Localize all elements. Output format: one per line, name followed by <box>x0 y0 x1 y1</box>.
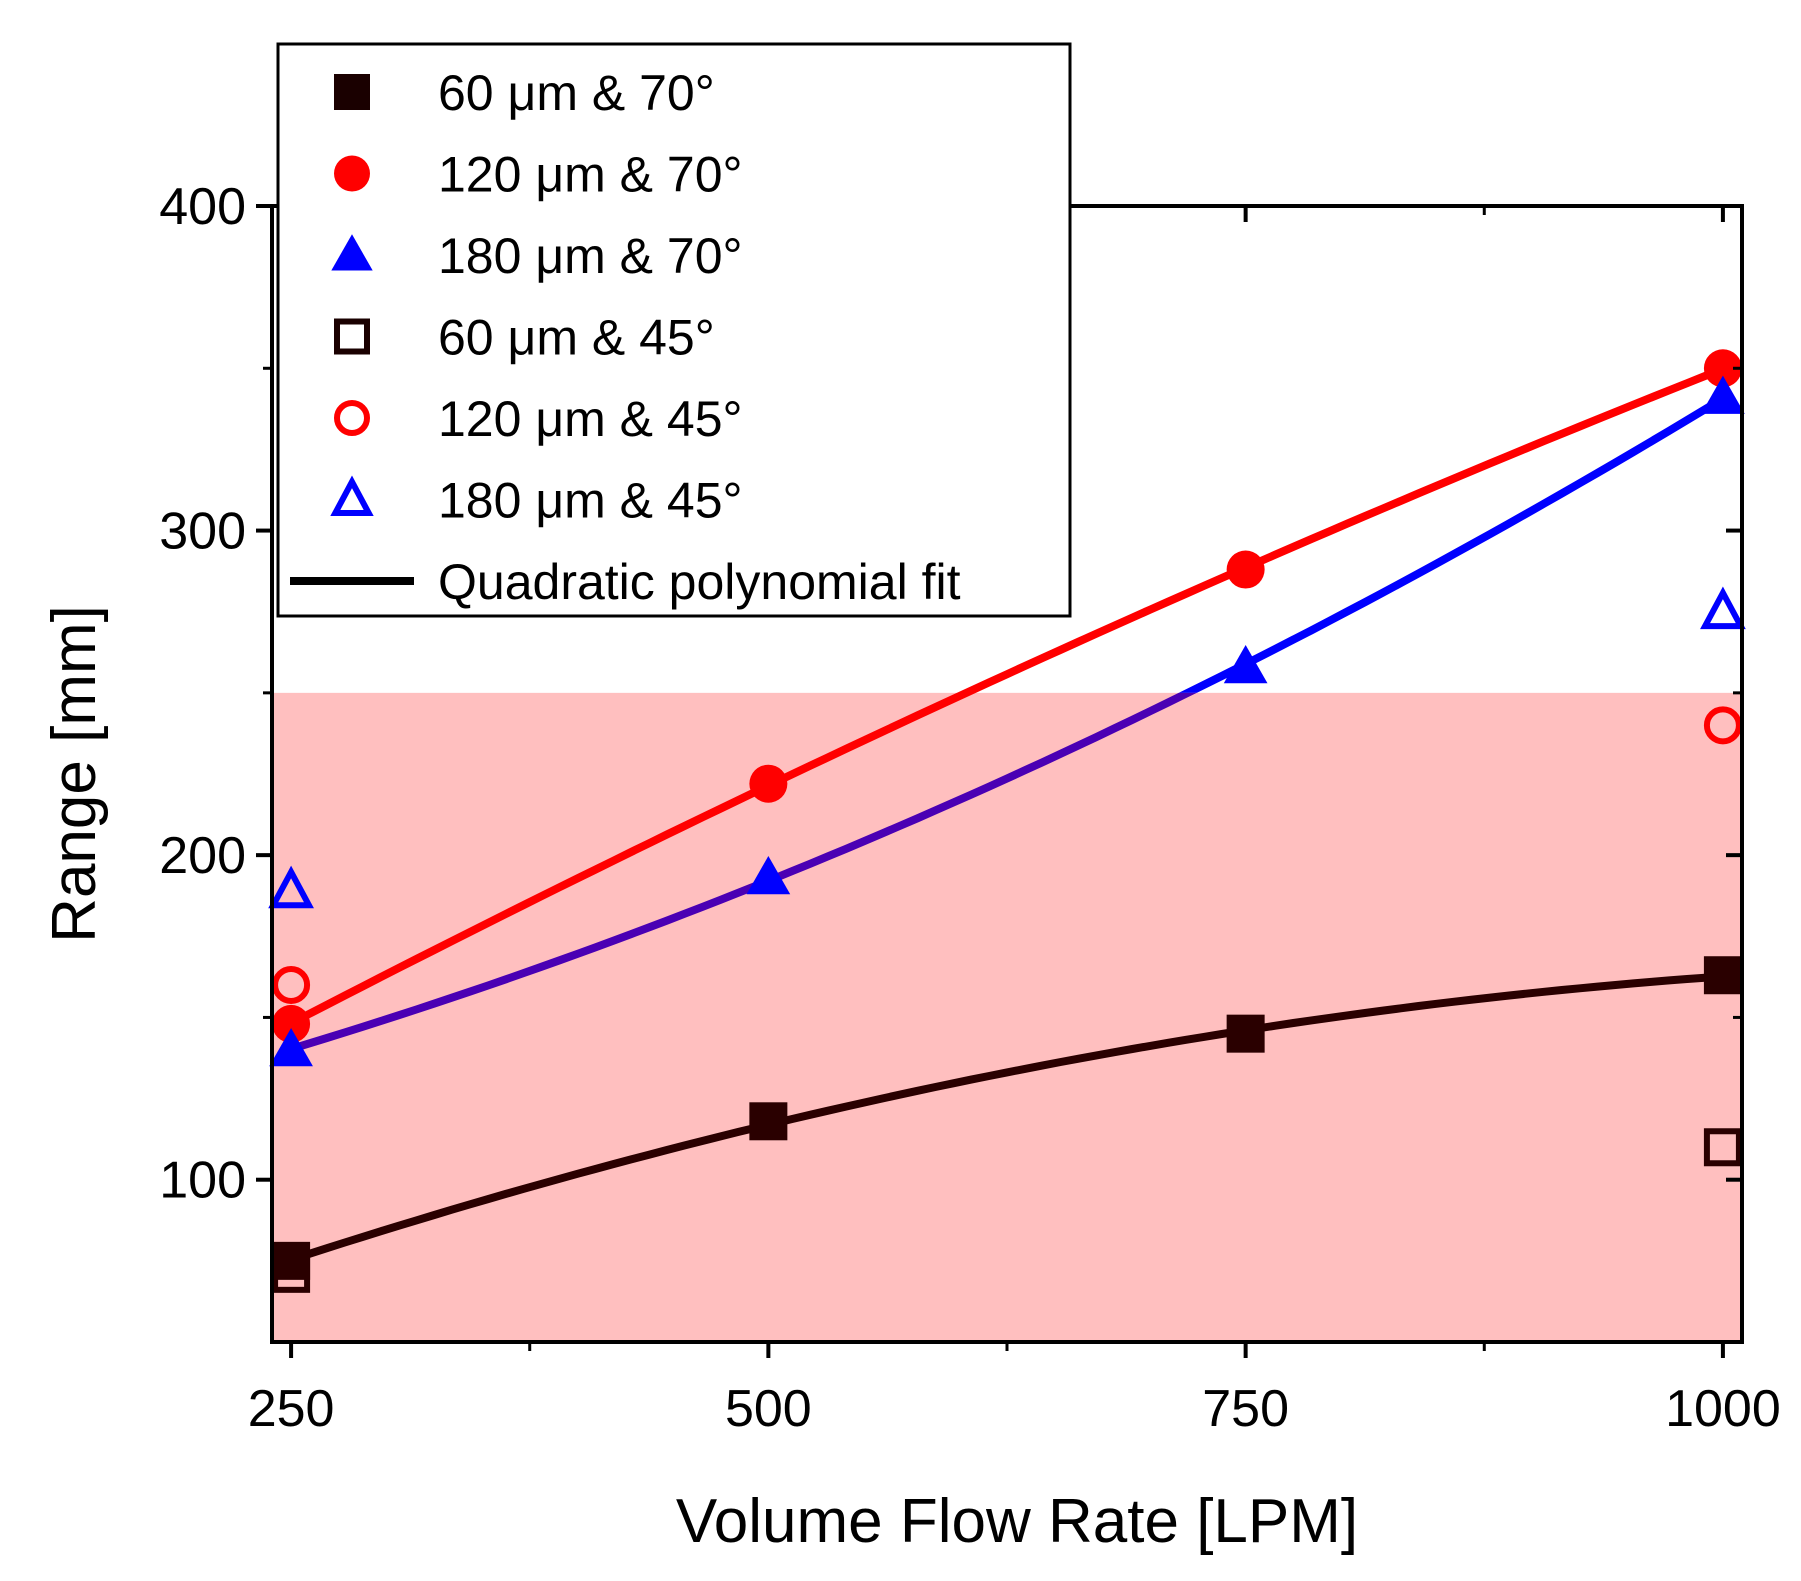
legend-label: 180 μm & 45° <box>438 473 743 529</box>
x-tick-label: 250 <box>248 1380 335 1438</box>
legend-marker <box>334 74 370 110</box>
data-point <box>272 1004 311 1043</box>
x-axis-title: Volume Flow Rate [LPM] <box>676 1487 1358 1556</box>
fit-line-1 <box>287 364 1727 1028</box>
legend-label: Quadratic polynomial fit <box>438 554 961 610</box>
data-point <box>1701 375 1745 414</box>
data-point <box>1226 1014 1265 1053</box>
data-point <box>1703 1128 1742 1167</box>
legend-label: 180 μm & 70° <box>438 228 743 284</box>
data-point <box>269 1028 313 1067</box>
data-point <box>272 1241 311 1280</box>
x-tick-label: 500 <box>725 1380 812 1438</box>
data-point <box>746 856 791 895</box>
data-point <box>1703 706 1742 745</box>
x-tick-label: 1000 <box>1665 1380 1781 1438</box>
y-tick-label: 400 <box>159 178 246 236</box>
data-point <box>268 865 314 909</box>
legend-marker <box>331 234 373 271</box>
data-point <box>749 764 788 803</box>
legend-marker <box>334 318 370 355</box>
legend-marker <box>334 400 370 436</box>
fit-line-0 <box>287 972 1727 1264</box>
data-point <box>1700 586 1746 630</box>
data-point <box>749 1102 788 1141</box>
data-point <box>1703 349 1742 388</box>
shaded-band <box>272 692 1742 1342</box>
y-axis-title: Range [mm] <box>40 605 109 943</box>
y-tick-label: 300 <box>159 503 246 561</box>
data-point <box>1226 550 1265 589</box>
x-tick-label: 750 <box>1202 1380 1289 1438</box>
data-point <box>1703 956 1742 995</box>
legend-label: 120 μm & 70° <box>438 147 743 203</box>
fit-line-2-in-band <box>287 692 1197 1053</box>
legend-label: 60 μm & 45° <box>438 310 715 366</box>
fit-line-2 <box>1178 394 1727 693</box>
legend-label: 120 μm & 45° <box>438 391 743 447</box>
y-tick-label: 200 <box>159 827 246 885</box>
legend-marker <box>334 155 370 192</box>
legend-label: 60 μm & 70° <box>438 65 715 121</box>
legend-marker <box>330 475 374 517</box>
legend-box <box>276 42 1072 618</box>
y-tick-label: 100 <box>159 1152 246 1210</box>
data-point <box>1223 645 1268 684</box>
legend: 60 μm & 70° 120 μm & 70° 180 μm & 70° 60 μm… <box>276 42 1072 618</box>
data-point <box>272 965 311 1004</box>
